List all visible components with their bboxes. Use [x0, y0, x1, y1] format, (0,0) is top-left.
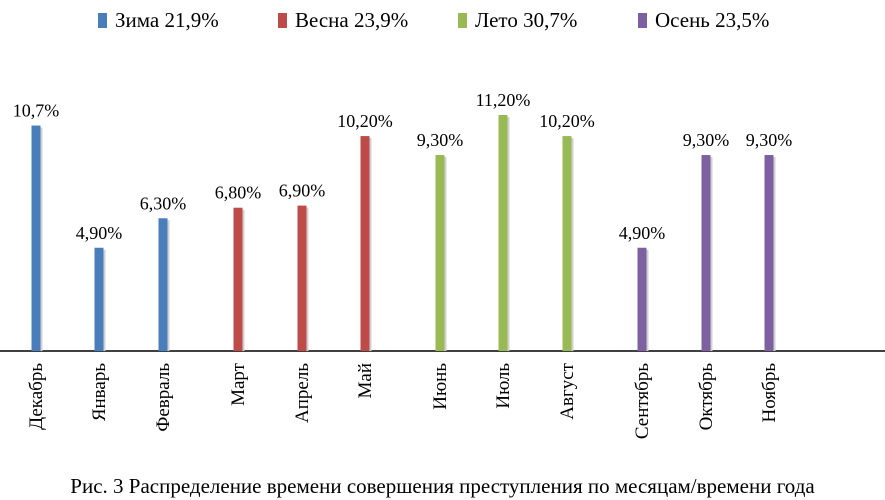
category-label-6: Май	[355, 363, 376, 399]
legend-swatch-winter	[98, 13, 107, 28]
legend-swatch-summer	[458, 13, 467, 28]
value-label-10: 4,90%	[619, 223, 666, 243]
category-labels-group: Декабрь Январь Февраль Март Апрель Май Июнь Июл…	[26, 362, 780, 439]
value-label-3: 6,30%	[140, 193, 187, 213]
legend-swatch-spring	[278, 13, 287, 28]
bar-12	[764, 155, 774, 351]
category-label-3: Февраль	[153, 363, 174, 432]
bar-9	[562, 136, 572, 351]
category-label-9: Август	[557, 362, 578, 419]
bar-8	[498, 115, 508, 351]
bar-3	[158, 218, 168, 351]
legend-label-summer: Лето 30,7%	[475, 8, 578, 32]
value-label-7: 9,30%	[417, 130, 464, 150]
value-label-9: 10,20%	[539, 111, 595, 131]
value-label-5: 6,90%	[279, 181, 326, 201]
category-label-1: Декабрь	[26, 363, 47, 430]
value-label-11: 9,30%	[683, 130, 730, 150]
value-label-8: 11,20%	[476, 90, 531, 110]
legend-label-spring: Весна 23,9%	[295, 8, 409, 32]
category-label-11: Октябрь	[696, 363, 717, 431]
category-label-2: Январь	[89, 363, 110, 421]
legend-item-summer: Лето 30,7%	[458, 8, 577, 33]
bar-10	[637, 247, 647, 351]
value-labels-group: 10,7% 4,90% 6,30% 6,80% 6,90% 10,20% 9,30% 11,2…	[13, 90, 793, 243]
category-label-12: Ноябрь	[759, 363, 780, 423]
value-label-6: 10,20%	[337, 111, 393, 131]
bar-7	[435, 155, 445, 351]
legend-label-winter: Зима 21,9%	[115, 8, 219, 32]
category-label-8: Июль	[493, 363, 514, 409]
bar-5	[297, 205, 307, 351]
category-label-7: Июнь	[430, 363, 451, 410]
bar-1	[31, 125, 41, 352]
value-label-4: 6,80%	[215, 183, 262, 203]
legend-item-winter: Зима 21,9%	[98, 8, 219, 33]
legend-label-autumn: Осень 23,5%	[655, 8, 770, 32]
category-label-4: Март	[228, 362, 249, 406]
bar-2	[94, 247, 104, 351]
chart-legend: Зима 21,9% Весна 23,9% Лето 30,7% Осень …	[0, 8, 885, 38]
value-label-2: 4,90%	[76, 223, 123, 243]
bar-11	[701, 155, 711, 351]
legend-item-spring: Весна 23,9%	[278, 8, 408, 33]
legend-swatch-autumn	[638, 13, 647, 28]
value-label-12: 9,30%	[746, 130, 793, 150]
legend-item-autumn: Осень 23,5%	[638, 8, 769, 33]
category-label-10: Сентябрь	[632, 363, 653, 439]
category-label-5: Апрель	[292, 363, 313, 423]
value-label-1: 10,7%	[13, 101, 60, 121]
figure-caption: Рис. 3 Распределение времени совершения …	[70, 474, 815, 498]
bar-4	[233, 207, 243, 351]
bar-6	[360, 136, 370, 351]
bars-group	[31, 115, 776, 352]
